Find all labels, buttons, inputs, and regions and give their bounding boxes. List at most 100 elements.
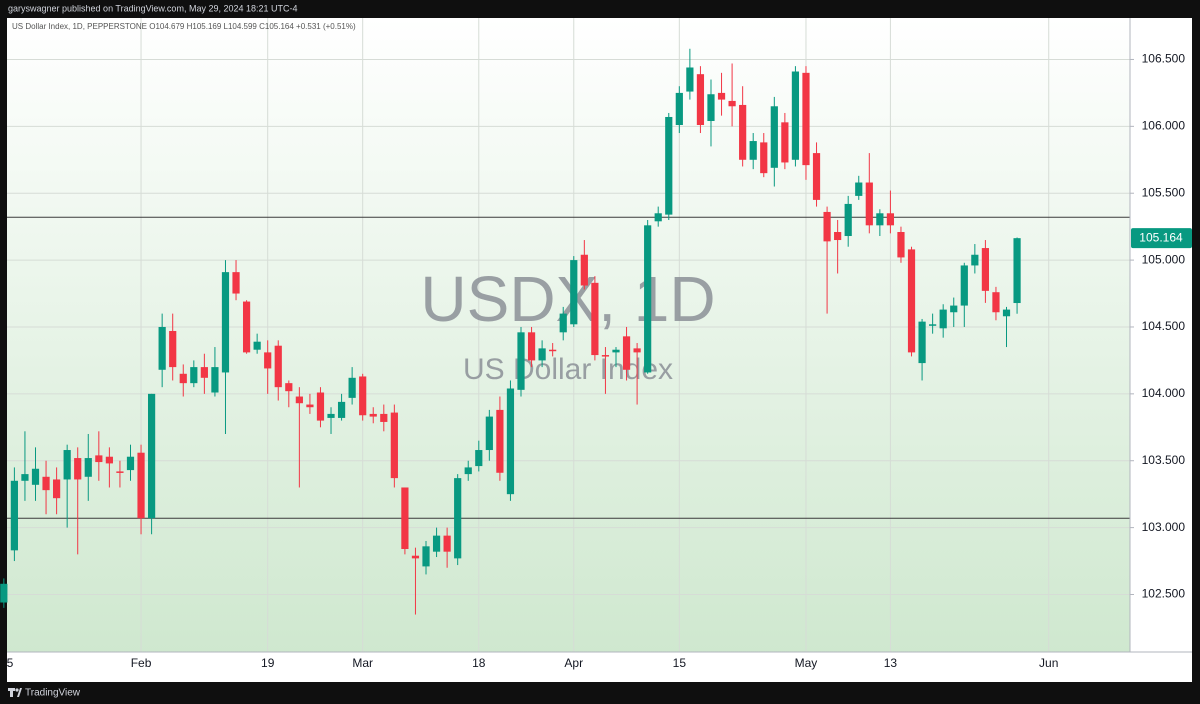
- candle-body: [95, 455, 103, 463]
- candle-body: [527, 332, 536, 361]
- x-tick-label: Mar: [352, 656, 373, 670]
- candle-body: [844, 203, 852, 237]
- candle-body: [686, 67, 694, 92]
- candle-body: [907, 249, 916, 353]
- candle-body: [411, 555, 420, 559]
- y-tick-label: 105.000: [1142, 252, 1186, 266]
- candle-body: [105, 456, 113, 464]
- candle-body: [306, 404, 314, 408]
- y-tick-label: 103.500: [1142, 453, 1186, 467]
- candle-body: [348, 377, 356, 398]
- candle-body: [886, 213, 895, 226]
- candle-body: [918, 321, 926, 364]
- candle-body: [770, 106, 778, 168]
- watermark: USDX, 1D: [420, 263, 715, 335]
- candle-body: [981, 248, 990, 291]
- x-tick-label: 19: [261, 656, 275, 670]
- tv-logo: [8, 688, 22, 697]
- x-tick-label: 13: [884, 656, 898, 670]
- y-tick-label: 104.500: [1142, 319, 1186, 333]
- candle-body: [190, 367, 198, 384]
- candle-body: [137, 452, 145, 519]
- candle-body: [264, 352, 272, 369]
- y-tick-label: 102.500: [1142, 587, 1186, 601]
- x-tick-label: Apr: [564, 656, 583, 670]
- candle-body: [211, 367, 219, 393]
- watermark-subtitle: US Dollar Index: [463, 353, 673, 386]
- top-bar: [0, 0, 1200, 18]
- candle-body: [865, 182, 873, 226]
- publish-info: garyswagner published on TradingView.com…: [8, 3, 298, 13]
- x-tick-label: May: [795, 656, 818, 670]
- candle-body: [633, 348, 641, 353]
- candle-body: [707, 94, 715, 121]
- candle-body: [591, 282, 599, 356]
- candle-body: [274, 345, 282, 388]
- candle-body: [169, 330, 177, 368]
- candle-body: [601, 355, 610, 357]
- y-tick-label: 106.000: [1142, 119, 1186, 133]
- candle-body: [337, 401, 346, 418]
- candle-body: [939, 309, 947, 329]
- candle-body: [31, 468, 40, 485]
- candle-body: [285, 383, 293, 392]
- candle-body: [1002, 309, 1011, 317]
- candle-body: [834, 232, 842, 241]
- candle-body: [760, 142, 768, 174]
- y-tick-label: 104.000: [1142, 386, 1186, 400]
- candle-body: [10, 480, 18, 551]
- x-tick-label: 15: [673, 656, 687, 670]
- candle-body: [42, 476, 50, 491]
- x-tick-label: 5: [7, 656, 14, 670]
- y-tick-label: 103.000: [1142, 520, 1186, 534]
- candle-body: [63, 450, 71, 480]
- candle-body: [580, 254, 588, 286]
- candle-body: [654, 213, 662, 222]
- candle-body: [316, 392, 325, 421]
- candle-body: [538, 348, 546, 361]
- candle-body: [21, 474, 29, 481]
- candle-body: [506, 388, 515, 495]
- candle-body: [960, 265, 968, 306]
- candle-body: [675, 92, 683, 126]
- candle-body: [200, 367, 208, 378]
- candle-body: [696, 74, 705, 126]
- candle-body: [485, 416, 493, 451]
- x-tick-label: Feb: [131, 656, 152, 670]
- candle-body: [116, 471, 124, 473]
- candle-body: [665, 116, 673, 215]
- candle-body: [717, 92, 726, 100]
- brand: TradingView: [25, 688, 81, 699]
- candle-body: [369, 413, 377, 417]
- candle-body: [475, 450, 483, 467]
- legend-text: US Dollar Index, 1D, PEPPERSTONE O104.67…: [12, 22, 356, 31]
- candle-body: [728, 100, 736, 107]
- candle-body: [570, 260, 578, 325]
- price-tag-label: 105.164: [1139, 230, 1183, 244]
- candle-body: [0, 583, 8, 603]
- candle-body: [327, 413, 335, 418]
- price-tag: [1131, 228, 1192, 249]
- candle-body: [876, 213, 884, 226]
- candle-body: [496, 409, 504, 473]
- candle-body: [622, 336, 631, 370]
- candle-body: [791, 71, 800, 160]
- candle-body: [74, 458, 82, 480]
- candle-body: [390, 412, 398, 479]
- candle-body: [950, 305, 958, 313]
- bottom-bar: [0, 682, 1200, 704]
- candle-body: [812, 153, 821, 200]
- y-tick-label: 106.500: [1142, 52, 1186, 66]
- candle-body: [739, 104, 747, 160]
- candle-body: [158, 326, 166, 370]
- candle-body: [802, 72, 810, 166]
- candle-body: [253, 341, 261, 350]
- candle-body: [432, 535, 441, 552]
- candle-body: [422, 546, 430, 567]
- candle-body: [897, 232, 905, 258]
- candle-body: [517, 332, 525, 390]
- x-tick-label: Jun: [1039, 656, 1058, 670]
- candle-body: [549, 349, 557, 352]
- candle-body: [232, 272, 240, 294]
